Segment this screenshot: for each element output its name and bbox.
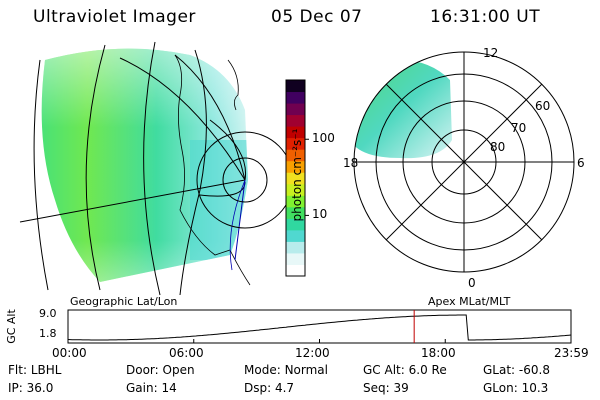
alt-xtick-4: 23:59 [554, 346, 589, 360]
alt-ytick-min: 1.8 [39, 327, 57, 340]
date-label: 05 Dec 07 [271, 7, 363, 27]
info-gc-alt: GC Alt: 6.0 Re [363, 363, 447, 377]
colorbar-cell [286, 149, 305, 162]
mlat-label-80: 80 [490, 140, 506, 154]
auroral-oval-image [354, 60, 452, 159]
mlt-label-6: 6 [577, 156, 585, 170]
colorbar-cell [286, 206, 305, 219]
colorbar-cell [286, 103, 305, 116]
colorbar-cell [286, 137, 305, 150]
alt-ylabel: GC Alt [4, 309, 18, 344]
colorbar-cell [286, 91, 305, 104]
colorbar-label: photon cm⁻²s⁻¹ [290, 128, 304, 222]
apex-label: Apex MLat/MLT [428, 295, 511, 308]
alt-xtick-3: 18:00 [421, 346, 456, 360]
mlt-label-12: 12 [483, 46, 499, 60]
geographic-image [19, 41, 294, 296]
geographic-label: Geographic Lat/Lon [70, 295, 178, 308]
info-ip: IP: 36.0 [8, 381, 54, 395]
time-label: 16:31:00 UT [430, 7, 541, 27]
colorbar [285, 79, 309, 277]
info-seq: Seq: 39 [363, 381, 409, 395]
orbit-track [234, 179, 246, 261]
instrument-title: Ultraviolet Imager [33, 7, 196, 27]
colorbar-cell [286, 195, 305, 208]
colorbar-cell [286, 80, 305, 93]
alt-xtick-2: 12:00 [295, 346, 330, 360]
info-flt: Flt: LBHL [8, 363, 62, 377]
colorbar-tick-label: 10 [312, 207, 328, 222]
mlt-label-18: 18 [343, 156, 359, 170]
colorbar-cell [286, 126, 305, 139]
info-gain: Gain: 14 [126, 381, 177, 395]
info-dsp: Dsp: 4.7 [244, 381, 295, 395]
colorbar-cell [286, 229, 305, 242]
colorbar-tick-label: 100 [312, 131, 335, 146]
mlat-label-60: 60 [535, 99, 551, 113]
alt-xtick-0: 00:00 [52, 346, 87, 360]
mlt-label-0: 0 [468, 276, 476, 290]
colorbar-cell [286, 241, 305, 254]
colorbar-cell [286, 183, 305, 196]
colorbar-cell [286, 252, 305, 265]
alt-ytick-max: 9.0 [39, 307, 57, 320]
alt-xtick-1: 06:00 [169, 346, 204, 360]
info-mode: Mode: Normal [244, 363, 328, 377]
colorbar-cell [286, 160, 305, 173]
mlat-label-70: 70 [511, 121, 527, 135]
info-glat: GLat: -60.8 [483, 363, 550, 377]
info-glon: GLon: 10.3 [483, 381, 549, 395]
colorbar-cell [286, 172, 305, 185]
colorbar-cell [286, 218, 305, 231]
polar-plot [353, 51, 575, 273]
info-door: Door: Open [126, 363, 195, 377]
altitude-plot [67, 309, 572, 344]
coastline [174, 54, 251, 286]
colorbar-cell [286, 264, 305, 277]
colorbar-cell [286, 114, 305, 127]
